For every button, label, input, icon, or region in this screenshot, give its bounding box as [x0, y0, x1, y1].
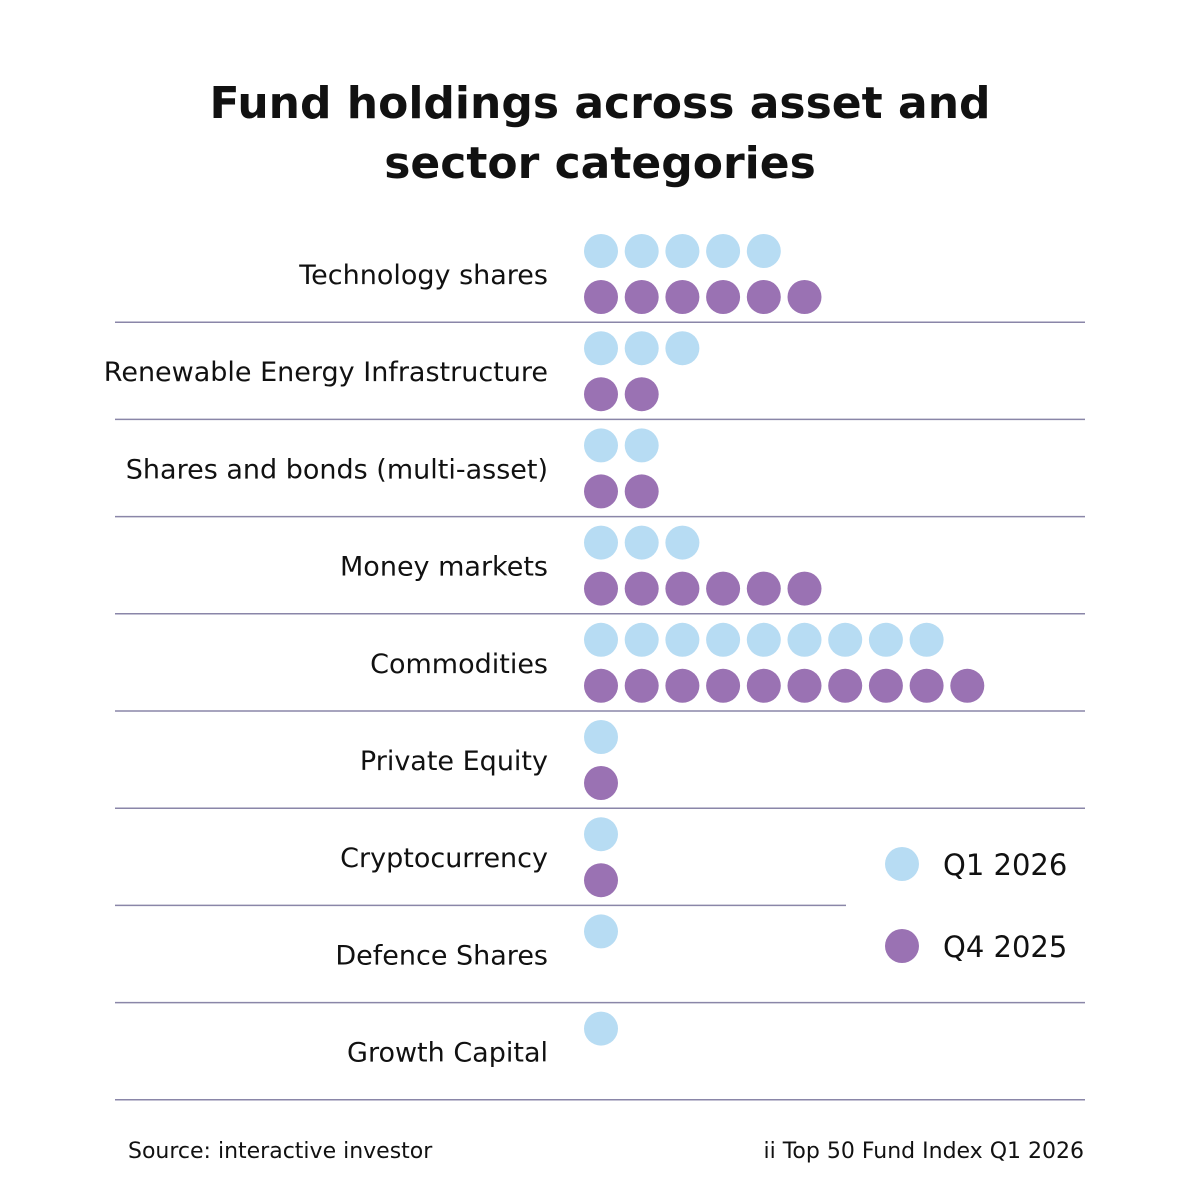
- dot-q4-2025-technology-shares-4: [706, 280, 741, 314]
- dot-q1-2026-commodities-6: [787, 622, 822, 657]
- dot-q4-2025-commodities-8: [868, 668, 903, 703]
- chart-title-line-1: Fund holdings across asset and: [209, 78, 990, 129]
- category-label-commodities: Commodities: [370, 649, 548, 680]
- dot-q4-2025-money-markets-2: [624, 571, 659, 606]
- dot-q4-2025-technology-shares-3: [665, 280, 700, 314]
- source-note: Source: interactive investor: [128, 1139, 433, 1164]
- dot-q1-2026-technology-shares-1: [584, 234, 618, 268]
- dot-q4-2025-technology-shares-6: [787, 280, 822, 314]
- dot-q4-2025-technology-shares-1: [584, 280, 618, 314]
- chart-title-line-2: sector categories: [384, 138, 816, 189]
- category-label-defence-shares: Defence Shares: [335, 940, 548, 971]
- dot-marks: [584, 234, 985, 1046]
- dot-q4-2025-commodities-4: [706, 668, 741, 703]
- dot-q4-2025-renewable-energy-infrastructure-1: [584, 377, 618, 412]
- index-note: ii Top 50 Fund Index Q1 2026: [764, 1139, 1084, 1164]
- dot-q1-2026-commodities-1: [584, 622, 618, 657]
- dot-q4-2025-money-markets-3: [665, 571, 700, 606]
- dot-q1-2026-commodities-4: [706, 622, 741, 657]
- dot-q1-2026-shares-and-bonds-multi-asset-1: [584, 428, 618, 463]
- dot-q1-2026-growth-capital-1: [584, 1011, 618, 1046]
- dot-q1-2026-money-markets-2: [624, 525, 659, 560]
- category-label-technology-shares: Technology shares: [298, 260, 548, 291]
- legend-label-q4-2025: Q4 2025: [943, 930, 1067, 964]
- category-label-growth-capital: Growth Capital: [347, 1038, 548, 1069]
- row-dividers: [115, 321, 1085, 1101]
- dot-q1-2026-commodities-7: [828, 622, 863, 657]
- dot-q1-2026-renewable-energy-infrastructure-3: [665, 331, 700, 366]
- dot-q1-2026-renewable-energy-infrastructure-2: [624, 331, 659, 366]
- category-label-private-equity: Private Equity: [360, 746, 548, 777]
- dot-q1-2026-commodities-2: [624, 622, 659, 657]
- category-label-shares-and-bonds-multi-asset: Shares and bonds (multi-asset): [126, 454, 548, 485]
- dot-q1-2026-cryptocurrency-1: [584, 817, 618, 852]
- dot-q1-2026-commodities-9: [909, 622, 944, 657]
- dot-q1-2026-shares-and-bonds-multi-asset-2: [624, 428, 659, 463]
- dot-q4-2025-technology-shares-5: [746, 280, 781, 314]
- dot-q1-2026-commodities-5: [746, 622, 781, 657]
- dot-q4-2025-money-markets-1: [584, 571, 618, 606]
- dot-q1-2026-private-equity-1: [584, 720, 618, 754]
- legend-swatch-q1-2026: [885, 847, 919, 881]
- dot-q4-2025-commodities-6: [787, 668, 822, 703]
- dot-q1-2026-commodities-8: [868, 622, 903, 657]
- dot-q4-2025-money-markets-6: [787, 571, 822, 606]
- dot-q1-2026-technology-shares-5: [746, 234, 781, 268]
- dot-q4-2025-commodities-3: [665, 668, 700, 703]
- legend-swatch-q4-2025: [885, 929, 919, 963]
- category-label-money-markets: Money markets: [340, 552, 548, 583]
- dot-q1-2026-technology-shares-4: [706, 234, 741, 268]
- dot-q4-2025-renewable-energy-infrastructure-2: [624, 377, 659, 412]
- dot-q1-2026-money-markets-3: [665, 525, 700, 560]
- dot-q4-2025-shares-and-bonds-multi-asset-2: [624, 474, 659, 509]
- dot-q4-2025-technology-shares-2: [624, 280, 659, 314]
- dot-q4-2025-commodities-1: [584, 668, 618, 703]
- dot-q4-2025-shares-and-bonds-multi-asset-1: [584, 474, 618, 509]
- dot-q4-2025-money-markets-4: [706, 571, 741, 606]
- category-labels: Technology shares Renewable Energy Infras…: [104, 260, 548, 1069]
- dot-q4-2025-commodities-5: [746, 668, 781, 703]
- dot-q4-2025-private-equity-1: [584, 766, 618, 800]
- dot-q1-2026-commodities-3: [665, 622, 700, 657]
- dot-q1-2026-renewable-energy-infrastructure-1: [584, 331, 618, 366]
- dot-q1-2026-defence-shares-1: [584, 914, 618, 949]
- category-label-renewable-energy-infrastructure: Renewable Energy Infrastructure: [104, 357, 548, 388]
- dot-q1-2026-technology-shares-3: [665, 234, 700, 268]
- dot-q4-2025-money-markets-5: [746, 571, 781, 606]
- dot-q4-2025-commodities-10: [950, 668, 985, 703]
- legend: Q1 2026 Q4 2025: [885, 847, 1067, 964]
- dot-q4-2025-commodities-7: [828, 668, 863, 703]
- dot-q1-2026-money-markets-1: [584, 525, 618, 560]
- dot-q1-2026-technology-shares-2: [624, 234, 659, 268]
- dot-q4-2025-commodities-9: [909, 668, 944, 703]
- category-label-cryptocurrency: Cryptocurrency: [340, 843, 548, 874]
- dot-q4-2025-cryptocurrency-1: [584, 863, 618, 898]
- dot-q4-2025-commodities-2: [624, 668, 659, 703]
- legend-label-q1-2026: Q1 2026: [943, 848, 1067, 882]
